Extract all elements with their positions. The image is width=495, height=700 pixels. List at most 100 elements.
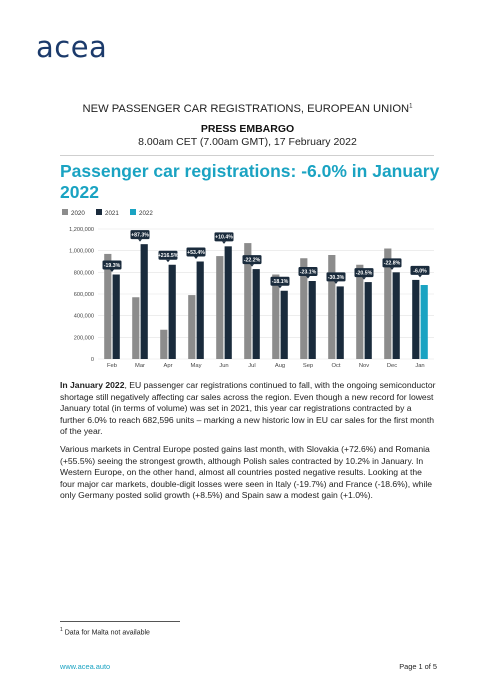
change-label-dec: -22.8% (384, 261, 401, 267)
change-badge-pointer (138, 239, 142, 242)
acea-logo: acea (36, 30, 122, 64)
x-tick-label: Jan (415, 363, 424, 369)
registrations-chart: 2020 2021 2022 0 200,000 400,000 600,000 800,00… (62, 209, 434, 369)
change-badge-pointer (306, 276, 310, 279)
paragraph-1: In January 2022, EU passenger car regist… (60, 380, 438, 438)
bar-2020-mar (132, 297, 140, 359)
bar-2021-mar (140, 244, 148, 359)
bar-2020-apr (160, 329, 168, 359)
change-label-oct: -30.3% (328, 275, 345, 281)
footer-link[interactable]: www.acea.auto (60, 662, 111, 671)
change-badge-pointer (222, 241, 226, 244)
page-number: Page 1 of 5 (399, 662, 437, 671)
change-label-apr: +216.5% (158, 253, 179, 259)
paragraph-2: Various markets in Central Europe posted… (60, 444, 433, 501)
legend-label-2021: 2021 (105, 210, 119, 217)
bar-2021-oct (336, 286, 344, 359)
change-badge (130, 230, 150, 240)
embargo-time: 8.00am CET (7.00am GMT), 17 February 202… (138, 136, 357, 148)
bar-2020-nov (356, 264, 364, 359)
change-badge (158, 250, 178, 260)
bar-2021-jul (252, 269, 260, 359)
change-label-jun: +10.4% (215, 235, 233, 241)
bar-2021-feb (112, 274, 120, 359)
x-tick-label: Oct (331, 363, 340, 369)
header-divider (60, 155, 434, 156)
change-badge (102, 260, 122, 270)
y-tick-label: 0 (91, 357, 94, 363)
document-kind-text: NEW PASSENGER CAR REGISTRATIONS, EUROPEA… (82, 103, 410, 115)
change-badge-pointer (334, 281, 338, 284)
y-tick-label: 200,000 (74, 335, 94, 341)
bar-2021-dec (392, 272, 400, 359)
change-label-feb: -19.3% (104, 263, 121, 269)
y-tick-label: 800,000 (74, 270, 94, 276)
paragraph-1-text: , EU passenger car registrations continu… (60, 380, 436, 437)
bar-2020-jul (244, 243, 252, 359)
x-tick-label: Mar (135, 363, 145, 369)
change-label-sep: -23.1% (300, 269, 317, 275)
change-label-mar: +87.3% (131, 233, 149, 239)
legend-label-2022: 2022 (139, 210, 153, 217)
logo-text: acea (36, 30, 108, 64)
change-badge (382, 258, 402, 268)
legend-label-2020: 2020 (71, 210, 85, 217)
bar-2021-jan (412, 279, 420, 359)
change-label-jul: -22.2% (244, 257, 261, 263)
change-badge-pointer (194, 256, 198, 259)
change-badge-pointer (110, 269, 114, 272)
bar-2020-jun (216, 256, 224, 359)
x-tick-label: Nov (359, 363, 369, 369)
legend-swatch-2020 (62, 209, 68, 215)
change-badge-pointer (362, 277, 366, 280)
legend-swatch-2022 (130, 209, 136, 215)
paragraph-1-lead: In January 2022 (60, 380, 125, 390)
change-badge (326, 272, 346, 282)
x-tick-label: Feb (107, 363, 117, 369)
change-label-may: +53.4% (187, 250, 205, 256)
change-badge (214, 232, 234, 242)
bar-2020-aug (272, 274, 280, 359)
bar-2021-sep (308, 281, 316, 359)
y-tick-label: 400,000 (74, 314, 94, 320)
document-kind: NEW PASSENGER CAR REGISTRATIONS, EUROPEA… (0, 103, 495, 115)
x-tick-label: Aug (275, 363, 285, 369)
change-badge-pointer (390, 267, 394, 270)
change-badge-pointer (166, 259, 170, 263)
headline: Passenger car registrations: -6.0% in Ja… (60, 161, 440, 202)
change-badge (354, 268, 374, 278)
footnote-number: 1 (60, 627, 63, 633)
footnote-divider (60, 621, 180, 622)
bar-2020-dec (384, 248, 392, 359)
change-badge-pointer (278, 285, 282, 289)
x-tick-label: Dec (387, 363, 397, 369)
bar-2021-nov (364, 282, 372, 359)
bar-2021-apr (168, 264, 176, 359)
change-label-nov: -20.5% (356, 270, 373, 276)
change-label-jan: -6.0% (413, 268, 427, 274)
footnote: 1 Data for Malta not available (60, 627, 150, 636)
change-badge (270, 276, 290, 286)
bar-2021-aug (280, 290, 288, 359)
bar-2021-jun (224, 246, 232, 359)
change-label-aug: -18.1% (272, 279, 289, 285)
y-tick-label: 1,200,000 (69, 227, 94, 233)
bar-2022-jan (420, 285, 428, 359)
bar-2020-feb (104, 253, 112, 359)
y-tick-label: 600,000 (74, 292, 94, 298)
x-tick-label: Sep (303, 363, 313, 369)
footnote-text: Data for Malta not available (64, 629, 150, 637)
change-badge-pointer (418, 274, 422, 278)
x-tick-label: Jun (219, 363, 228, 369)
bar-2020-oct (328, 255, 336, 359)
change-badge (242, 255, 262, 265)
legend-swatch-2021 (96, 209, 102, 215)
y-tick-label: 1,000,000 (69, 249, 94, 255)
footnote-mark: 1 (409, 103, 413, 110)
x-tick-label: Apr (163, 363, 172, 369)
x-tick-label: May (191, 363, 202, 369)
bar-2020-may (188, 295, 196, 359)
change-badge (186, 247, 206, 257)
x-tick-label: Jul (248, 363, 255, 369)
embargo-label: PRESS EMBARGO (200, 123, 295, 135)
